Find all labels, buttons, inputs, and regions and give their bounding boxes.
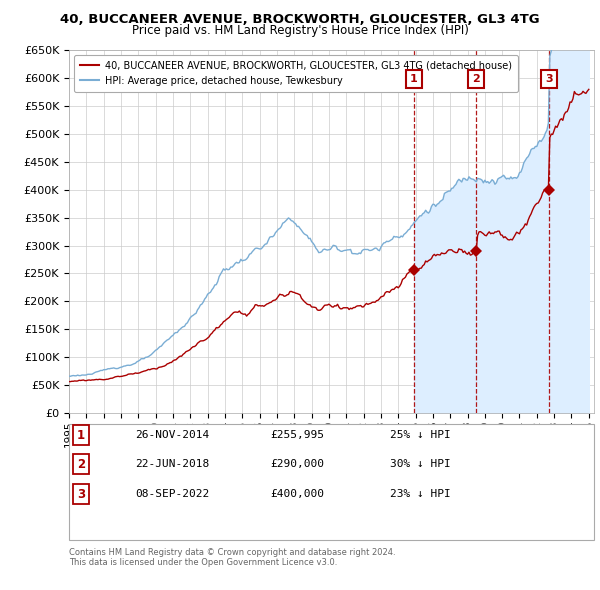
Text: 3: 3 xyxy=(77,488,85,501)
Text: 3: 3 xyxy=(545,74,553,84)
Text: Contains HM Land Registry data © Crown copyright and database right 2024.: Contains HM Land Registry data © Crown c… xyxy=(69,548,395,556)
Text: 2: 2 xyxy=(472,74,480,84)
Text: 2: 2 xyxy=(77,458,85,471)
Text: 22-JUN-2018: 22-JUN-2018 xyxy=(135,460,209,469)
Text: 08-SEP-2022: 08-SEP-2022 xyxy=(135,490,209,499)
Text: 26-NOV-2014: 26-NOV-2014 xyxy=(135,431,209,440)
Text: Price paid vs. HM Land Registry's House Price Index (HPI): Price paid vs. HM Land Registry's House … xyxy=(131,24,469,37)
Text: 1: 1 xyxy=(77,429,85,442)
Text: 25% ↓ HPI: 25% ↓ HPI xyxy=(390,431,451,440)
Text: £290,000: £290,000 xyxy=(270,460,324,469)
Legend: 40, BUCCANEER AVENUE, BROCKWORTH, GLOUCESTER, GL3 4TG (detached house), HPI: Ave: 40, BUCCANEER AVENUE, BROCKWORTH, GLOUCE… xyxy=(74,55,518,91)
Text: £400,000: £400,000 xyxy=(270,490,324,499)
Text: 40, BUCCANEER AVENUE, BROCKWORTH, GLOUCESTER, GL3 4TG: 40, BUCCANEER AVENUE, BROCKWORTH, GLOUCE… xyxy=(60,13,540,26)
Text: 30% ↓ HPI: 30% ↓ HPI xyxy=(390,460,451,469)
Text: £255,995: £255,995 xyxy=(270,431,324,440)
Text: 1: 1 xyxy=(410,74,418,84)
Text: 23% ↓ HPI: 23% ↓ HPI xyxy=(390,490,451,499)
Text: This data is licensed under the Open Government Licence v3.0.: This data is licensed under the Open Gov… xyxy=(69,558,337,567)
